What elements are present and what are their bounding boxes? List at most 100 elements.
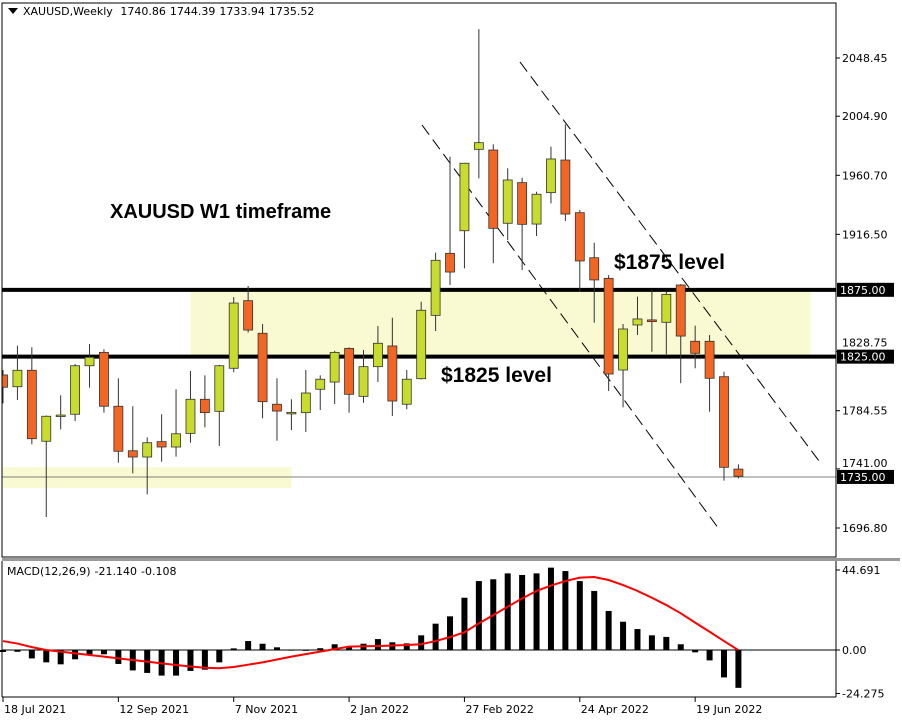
candle	[531, 191, 542, 236]
signal-value: -0.108	[141, 565, 177, 578]
macd-tick-label: 44.691	[842, 564, 881, 577]
candle	[286, 399, 297, 431]
macd-histogram-bar	[706, 650, 713, 661]
candle-body	[286, 411, 297, 415]
candle-body	[99, 351, 109, 407]
candle-body	[517, 182, 528, 225]
macd-tick-label: 0.00	[842, 644, 867, 657]
candle	[690, 325, 701, 369]
symbol-timeframe: XAUUSD,Weekly	[23, 5, 113, 18]
macd-histogram-bar	[273, 647, 280, 650]
candle	[272, 378, 282, 441]
candle-body	[12, 369, 23, 388]
candle-body	[185, 398, 196, 434]
macd-histogram-bar	[259, 643, 266, 650]
macd-pane	[0, 567, 836, 688]
candle	[243, 285, 254, 333]
candle-body	[243, 300, 254, 331]
candle	[704, 334, 715, 412]
candle-body	[315, 378, 326, 390]
price-tick-label: 1741.00	[842, 457, 888, 470]
candle	[416, 301, 427, 380]
macd-histogram-bar	[562, 571, 569, 650]
candle	[574, 210, 585, 292]
macd-histogram-bar	[576, 581, 583, 650]
candle-body	[719, 376, 729, 468]
candle-body	[546, 158, 556, 194]
macd-histogram-bar	[663, 636, 670, 650]
ohlc-open: 1740.86	[120, 5, 166, 18]
candle	[647, 289, 657, 352]
candle-body	[358, 366, 369, 397]
price-tick-label: 1696.80	[842, 522, 888, 535]
dropdown-triangle-icon[interactable]	[8, 8, 18, 14]
candle-body	[733, 468, 744, 477]
candle	[156, 414, 167, 462]
channel-trendline	[519, 61, 823, 466]
candle	[589, 242, 600, 323]
price-tag-bg	[837, 349, 894, 364]
macd-histogram-bar	[346, 646, 353, 650]
candle-body	[344, 347, 354, 395]
candle	[142, 437, 153, 495]
macd-histogram-bar	[14, 650, 21, 652]
candle	[55, 395, 66, 430]
candle-body	[2, 374, 8, 388]
candle	[12, 345, 23, 400]
price-tag-label: 1825.00	[840, 351, 886, 364]
macd-histogram-bar	[461, 597, 468, 650]
macd-histogram-bar	[57, 650, 64, 665]
candle	[344, 347, 354, 413]
price-tag-label: 1735.00	[840, 471, 886, 484]
candle-body	[373, 342, 383, 368]
macd-histogram-bar	[43, 650, 50, 663]
macd-histogram-bar	[374, 639, 381, 650]
candle-body	[690, 340, 701, 354]
macd-histogram-bar	[447, 616, 454, 650]
date-tick-label: 2 Jan 2022	[350, 703, 409, 716]
macd-histogram-bar	[519, 574, 526, 650]
price-tick-label: 1960.70	[842, 169, 888, 182]
macd-histogram-bar	[620, 621, 627, 650]
candle	[546, 146, 556, 204]
macd-histogram-bar	[692, 650, 699, 653]
price-tick-label: 1828.75	[842, 337, 888, 350]
macd-histogram-bar	[504, 573, 511, 650]
macd-histogram-bar	[245, 641, 252, 650]
candle-body	[113, 405, 124, 452]
candle	[445, 156, 455, 286]
candle-body	[214, 365, 225, 412]
macd-histogram-bar	[86, 650, 93, 655]
candle-body	[430, 259, 441, 316]
candle-body	[171, 433, 181, 448]
price-tick-label: 2004.90	[842, 110, 888, 123]
candle-body	[589, 257, 600, 281]
price-tag-label: 1875.00	[840, 284, 886, 297]
candle-body	[632, 318, 643, 326]
macd-histogram-bar	[230, 648, 237, 650]
candle-body	[401, 378, 412, 405]
candle-body	[329, 351, 340, 383]
macd-histogram-bar	[418, 635, 425, 650]
candle-body	[459, 162, 470, 232]
candle	[719, 371, 729, 481]
macd-histogram-bar	[317, 648, 324, 650]
candle-body	[473, 142, 484, 150]
support-resistance-zone	[190, 289, 811, 357]
candle	[113, 378, 124, 463]
candle	[84, 343, 95, 388]
candle	[358, 349, 369, 403]
macd-histogram-bar	[591, 590, 598, 650]
candle	[502, 168, 513, 240]
candle	[99, 349, 109, 413]
candle-body	[228, 302, 239, 369]
candle	[603, 275, 614, 391]
price-tag-bg	[837, 469, 894, 484]
candle	[632, 296, 643, 335]
candle-body	[41, 415, 52, 442]
candle	[517, 177, 528, 271]
candle	[26, 347, 37, 445]
candle	[329, 350, 340, 404]
